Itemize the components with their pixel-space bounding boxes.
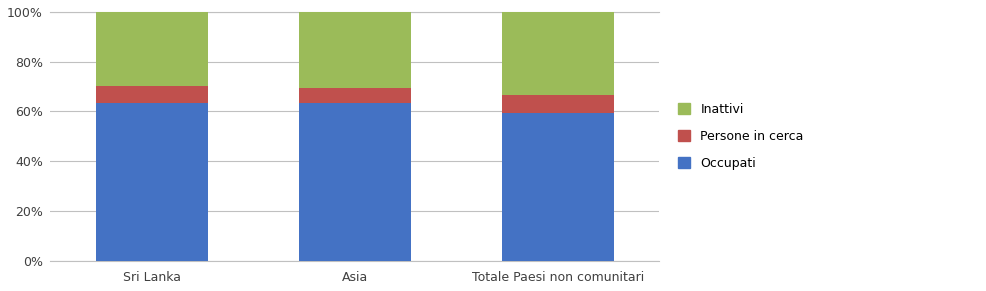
Bar <box>299 103 410 261</box>
Legend: Inattivi, Persone in cerca, Occupati: Inattivi, Persone in cerca, Occupati <box>671 97 810 176</box>
Bar <box>96 103 208 261</box>
Bar <box>502 95 613 113</box>
Bar <box>502 12 613 95</box>
Bar <box>96 86 208 103</box>
Bar <box>299 88 410 103</box>
Bar <box>96 12 208 86</box>
Bar <box>502 113 613 261</box>
Bar <box>299 12 410 88</box>
